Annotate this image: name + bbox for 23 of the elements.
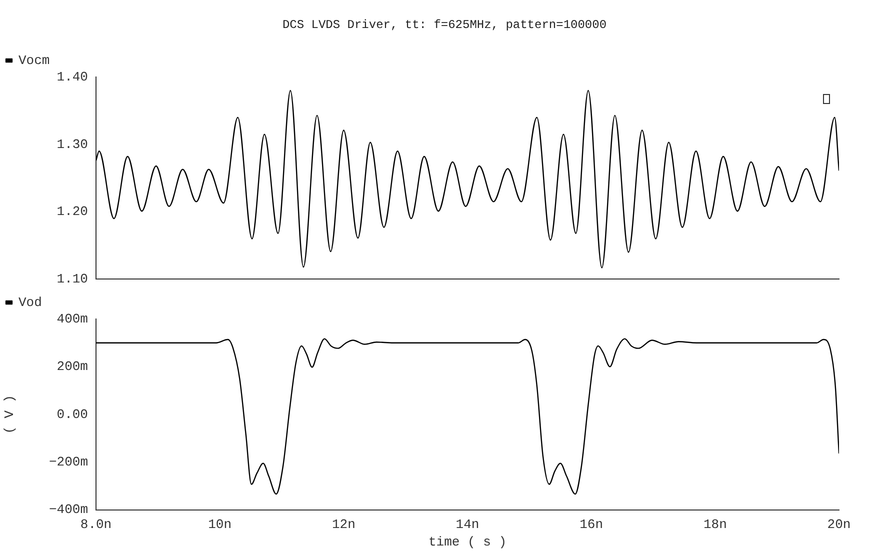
x-tick-label: 16n [580, 517, 604, 532]
y-tick-label: 1.40 [56, 69, 88, 84]
y-tick-label: 1.20 [56, 204, 88, 220]
legend-label: Vod [18, 294, 42, 310]
x-tick-label: 14n [456, 517, 480, 532]
y-tick-label: 1.30 [56, 136, 88, 152]
chart-title: DCS LVDS Driver, tt: f=625MHz, pattern=100000 [281, 18, 608, 32]
x-axis-title: time ( s ) [428, 534, 507, 550]
legend-label: Vocm [18, 52, 50, 68]
y-tick-label: −400m [48, 502, 88, 518]
y-tick-label: −200m [48, 454, 88, 470]
x-tick-label: 12n [332, 517, 356, 532]
y-axis-title: ( V ) [2, 394, 18, 434]
x-tick-label: 18n [703, 517, 727, 532]
line-series [96, 338, 839, 495]
x-tick-label: 20n [827, 517, 851, 532]
y-tick-label: 1.10 [56, 272, 88, 287]
y-tick-label: 0.00 [56, 406, 88, 422]
x-tick-label: 8.0n [80, 517, 112, 532]
line-series [96, 90, 839, 268]
y-tick-label: 400m [56, 311, 88, 326]
x-tick-label: 10n [208, 517, 232, 532]
y-tick-label: 200m [56, 359, 88, 374]
